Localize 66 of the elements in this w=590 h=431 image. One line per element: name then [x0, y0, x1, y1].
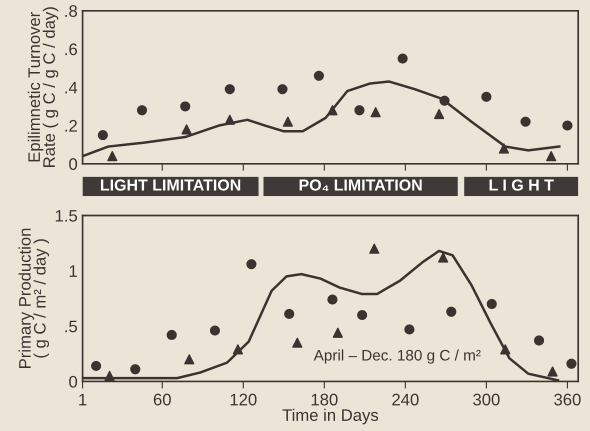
y-tick-label: 1 [70, 265, 77, 277]
y-tick-label: 1.5 [56, 210, 78, 222]
point [130, 364, 140, 374]
point [534, 335, 544, 346]
point [107, 151, 118, 162]
point [354, 105, 365, 116]
point [439, 96, 450, 106]
y-tick-label: .5 [65, 320, 78, 332]
point [357, 310, 368, 320]
point [181, 124, 192, 134]
y-tick-label: 0 [69, 158, 78, 170]
x-tick-label: 1 [79, 394, 86, 406]
point [282, 116, 293, 127]
point [314, 70, 324, 81]
point [284, 308, 294, 320]
x-tick-label: 240 [392, 394, 419, 406]
point [520, 116, 531, 127]
point [332, 328, 343, 338]
x-tick-label: 60 [154, 394, 171, 406]
point [486, 298, 497, 310]
y-tick-label: .4 [65, 82, 78, 94]
point [327, 294, 338, 305]
point [398, 54, 408, 64]
point [562, 120, 572, 131]
y-axis-title: Epilimnetic Turnover Rate ( g C / g C / day) [28, 7, 58, 167]
point [224, 114, 235, 125]
point [184, 354, 194, 364]
y-tick-label: .6 [65, 43, 78, 56]
point [369, 244, 380, 254]
x-axis-title: Time in Days [282, 408, 378, 424]
point [500, 344, 510, 354]
x-tick-label: 360 [554, 394, 581, 406]
text: L I G H T [490, 179, 554, 191]
point [498, 143, 510, 154]
point [91, 360, 102, 372]
point [210, 325, 220, 336]
point [327, 105, 338, 116]
point [277, 84, 288, 94]
point [232, 344, 243, 354]
x-tick-label: 300 [473, 394, 500, 406]
y-tick-label: .2 [65, 120, 77, 132]
text: PO₄ LIMITATION [300, 179, 422, 192]
point [434, 108, 444, 120]
point [446, 306, 456, 317]
point [180, 101, 190, 112]
annotation: April – Dec. 180 g C / m² [314, 349, 481, 364]
point [104, 370, 115, 381]
point [566, 358, 577, 369]
point [547, 366, 558, 377]
point [404, 324, 414, 335]
y-tick-label: .8 [65, 5, 78, 17]
point [98, 130, 108, 140]
point [166, 330, 177, 340]
text: LIGHT LIMITATION [100, 179, 240, 191]
point [136, 105, 148, 116]
x-tick-label: 180 [312, 394, 338, 406]
point [370, 107, 381, 118]
x-tick-label: 120 [230, 394, 257, 406]
point [546, 151, 556, 162]
y-axis-title: Primary Production ( g C / m² / day ) [18, 228, 50, 368]
point [246, 259, 256, 270]
point [224, 84, 235, 94]
point [292, 338, 302, 348]
point [438, 252, 448, 263]
point [481, 92, 492, 102]
y-tick-label: 0 [69, 376, 78, 388]
